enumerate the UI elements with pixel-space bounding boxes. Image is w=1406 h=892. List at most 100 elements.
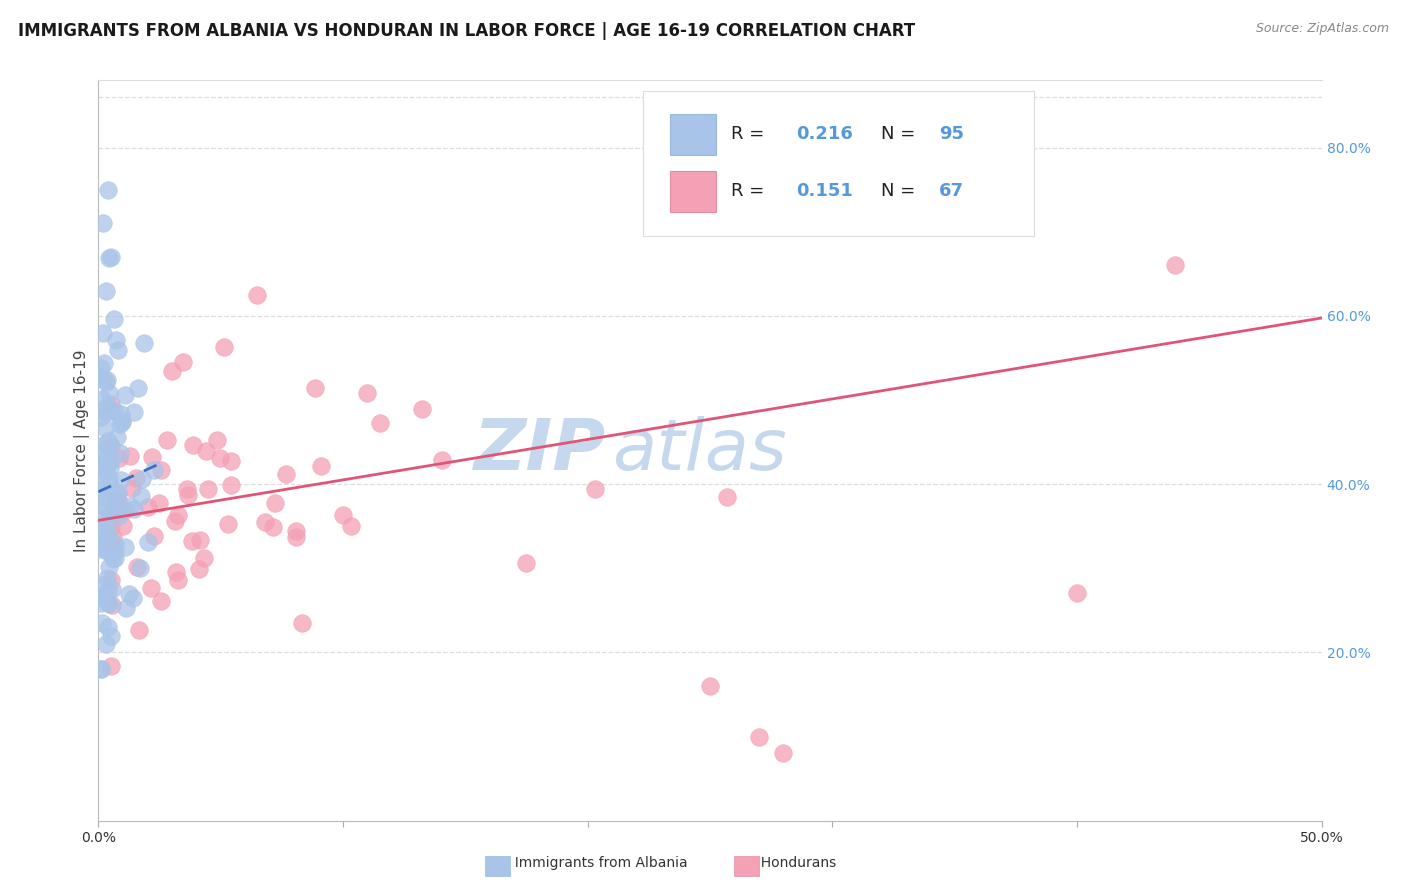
- Point: [104, 544, 127, 558]
- Point: [91, 461, 114, 475]
- Point: [96, 375, 118, 389]
- Point: [122, 591, 145, 606]
- Point: [98, 461, 121, 475]
- Point: [368, 417, 391, 431]
- Text: Hondurans: Hondurans: [752, 856, 837, 871]
- Point: [246, 288, 269, 302]
- Point: [93, 588, 115, 602]
- Point: [149, 463, 172, 477]
- Point: [98, 559, 121, 574]
- Point: [263, 496, 285, 510]
- Point: [110, 473, 132, 487]
- Point: [90, 542, 112, 557]
- Point: [583, 483, 606, 497]
- Point: [111, 413, 134, 427]
- Point: [176, 483, 198, 497]
- Point: [167, 508, 190, 522]
- Point: [105, 496, 128, 510]
- Point: [96, 529, 118, 543]
- Point: [97, 441, 120, 455]
- FancyBboxPatch shape: [643, 91, 1035, 235]
- Point: [107, 509, 129, 524]
- Point: [122, 501, 145, 516]
- Point: [98, 475, 121, 490]
- Point: [162, 364, 184, 378]
- Point: [98, 251, 121, 265]
- Point: [97, 386, 120, 401]
- Point: [1066, 586, 1088, 600]
- Point: [165, 514, 187, 528]
- Point: [111, 415, 134, 429]
- Point: [97, 183, 120, 197]
- Point: [93, 372, 115, 386]
- Point: [127, 381, 149, 395]
- Point: [101, 505, 124, 519]
- Point: [136, 535, 159, 549]
- Point: [699, 679, 721, 693]
- Point: [91, 539, 114, 553]
- Point: [94, 637, 117, 651]
- Point: [94, 284, 117, 298]
- Text: Immigrants from Albania: Immigrants from Albania: [506, 856, 688, 871]
- Point: [193, 551, 215, 566]
- Point: [291, 616, 314, 631]
- Point: [100, 250, 122, 264]
- Text: 95: 95: [939, 126, 963, 144]
- Point: [94, 464, 117, 478]
- Point: [103, 552, 125, 566]
- Point: [188, 533, 211, 547]
- Point: [142, 528, 165, 542]
- Point: [309, 458, 332, 473]
- Point: [120, 499, 142, 513]
- Point: [91, 591, 114, 605]
- Point: [105, 486, 128, 500]
- Point: [93, 437, 115, 451]
- Point: [156, 433, 179, 447]
- Text: R =: R =: [731, 182, 770, 201]
- Text: Source: ZipAtlas.com: Source: ZipAtlas.com: [1256, 22, 1389, 36]
- Point: [96, 490, 118, 504]
- Point: [97, 620, 120, 634]
- Point: [122, 405, 145, 419]
- Point: [110, 417, 132, 431]
- Point: [284, 524, 307, 538]
- Point: [100, 397, 122, 411]
- Point: [167, 573, 190, 587]
- Point: [96, 571, 118, 585]
- Point: [93, 482, 115, 496]
- Point: [129, 489, 152, 503]
- Point: [101, 529, 124, 543]
- Point: [125, 560, 148, 574]
- Point: [716, 490, 738, 504]
- Point: [96, 458, 118, 472]
- Point: [254, 515, 277, 529]
- Text: 0.216: 0.216: [796, 126, 852, 144]
- Text: 67: 67: [939, 182, 963, 201]
- Point: [128, 623, 150, 637]
- Point: [111, 503, 134, 517]
- Point: [219, 454, 242, 468]
- Point: [96, 583, 118, 598]
- Point: [114, 540, 136, 554]
- Text: IMMIGRANTS FROM ALBANIA VS HONDURAN IN LABOR FORCE | AGE 16-19 CORRELATION CHART: IMMIGRANTS FROM ALBANIA VS HONDURAN IN L…: [18, 22, 915, 40]
- Point: [1164, 258, 1187, 272]
- Point: [90, 479, 112, 493]
- Point: [136, 500, 159, 515]
- Text: N =: N =: [882, 126, 921, 144]
- Point: [98, 455, 121, 469]
- Point: [97, 597, 120, 611]
- Point: [149, 594, 172, 608]
- Point: [194, 443, 217, 458]
- Point: [172, 355, 194, 369]
- Point: [217, 516, 239, 531]
- Point: [100, 535, 122, 549]
- Point: [187, 562, 209, 576]
- Point: [304, 381, 326, 395]
- Point: [93, 524, 115, 538]
- Point: [100, 508, 122, 522]
- Text: N =: N =: [882, 182, 921, 201]
- Point: [104, 333, 127, 347]
- Point: [104, 537, 127, 551]
- Point: [94, 577, 117, 591]
- Point: [274, 467, 297, 481]
